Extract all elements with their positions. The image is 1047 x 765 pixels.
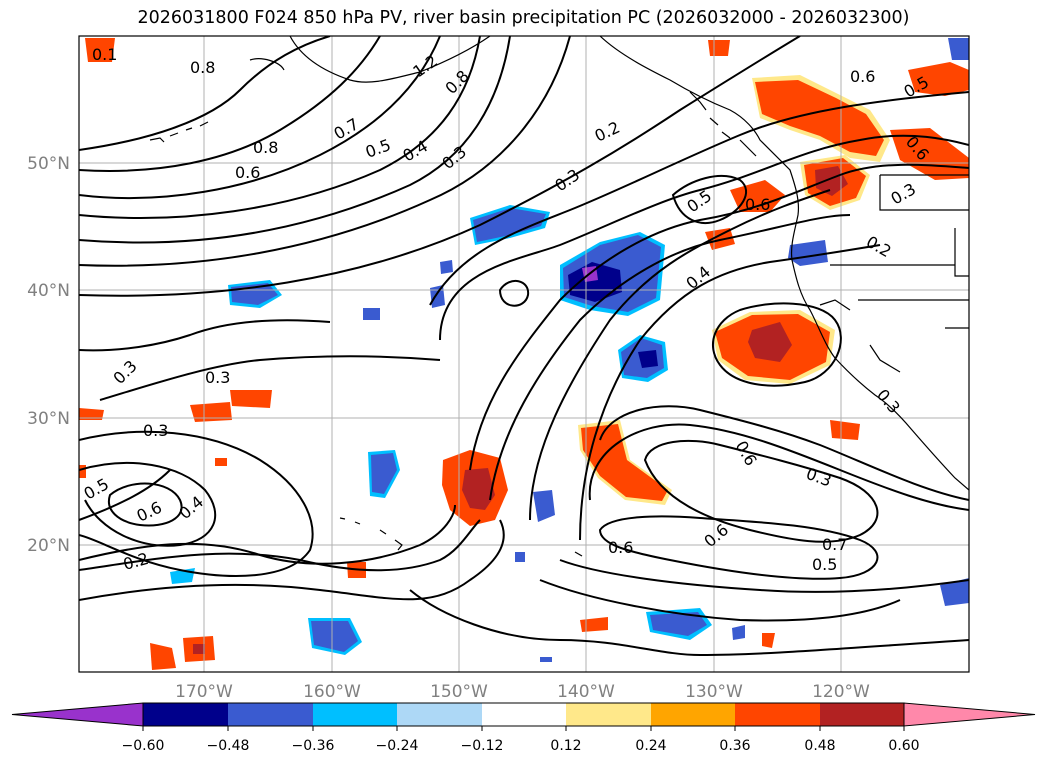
pv-contours: [79, 36, 969, 657]
contour-label: 0.8: [190, 58, 215, 77]
colorbar-frame: [142, 702, 905, 727]
lon-label-160w: 160°W: [303, 682, 361, 702]
colorbar-extend-high: [903, 702, 1036, 727]
colorbar-bin: [143, 703, 228, 726]
latitude-labels: 50°N 40°N 30°N 20°N: [27, 154, 70, 556]
grid-lines: [79, 36, 969, 672]
colorbar-tick-label: 0.24: [635, 738, 666, 754]
lat-label-20n: 20°N: [27, 536, 70, 556]
lon-label-130w: 130°W: [685, 682, 743, 702]
colorbar-bin: [566, 703, 651, 726]
contour-label: 0.6: [850, 67, 875, 86]
contour-label: 0.3: [143, 421, 168, 440]
contour-label: 0.8: [253, 138, 278, 157]
colorbar-tick-label: −0.60: [122, 738, 165, 754]
colorbar-tick-label: 0.48: [804, 738, 835, 754]
colorbar-bin: [397, 703, 482, 726]
map-title: 2026031800 F024 850 hPa PV, river basin …: [137, 8, 910, 28]
lat-label-50n: 50°N: [27, 154, 70, 174]
map-frame: [78, 35, 970, 673]
colorbar-tick-label: −0.12: [461, 738, 504, 754]
contour-label: 0.3: [205, 368, 230, 387]
colorbar-extend-low: [11, 702, 144, 727]
colorbar-tick-labels: −0.60 −0.48 −0.36 −0.24 −0.12 0.12 0.24 …: [122, 738, 920, 754]
lon-label-150w: 150°W: [430, 682, 488, 702]
contour-label: 0.5: [812, 555, 837, 574]
longitude-labels: 170°W 160°W 150°W 140°W 130°W 120°W: [175, 682, 870, 702]
lon-label-120w: 120°W: [812, 682, 870, 702]
lat-label-30n: 30°N: [27, 409, 70, 429]
colorbar-bin: [820, 703, 904, 726]
colorbar: −0.60 −0.48 −0.36 −0.24 −0.12 0.12 0.24 …: [11, 702, 1036, 754]
colorbar-tick-label: 0.36: [719, 738, 750, 754]
colorbar-tick-label: −0.24: [376, 738, 419, 754]
coastlines: [149, 36, 969, 557]
lat-label-40n: 40°N: [27, 281, 70, 301]
colorbar-tick-label: −0.36: [292, 738, 335, 754]
contour-label: 0.6: [608, 538, 633, 557]
colorbar-bin: [735, 703, 820, 726]
colorbar-tick-marks: [142, 726, 905, 731]
colorbar-bin: [313, 703, 397, 726]
colorbar-tick-label: −0.48: [207, 738, 250, 754]
lon-label-170w: 170°W: [175, 682, 233, 702]
colorbar-bin: [228, 703, 313, 726]
colorbar-bin: [651, 703, 735, 726]
contour-label: 0.7: [822, 535, 847, 554]
contour-label: 0.6: [235, 163, 260, 182]
colorbar-tick-label: 0.60: [888, 738, 919, 754]
contour-label: 0.6: [745, 195, 770, 214]
colorbar-tick-label: 0.12: [550, 738, 581, 754]
contour-label: 0.1: [92, 45, 117, 64]
colorbar-bin: [482, 703, 566, 726]
lon-label-140w: 140°W: [557, 682, 615, 702]
